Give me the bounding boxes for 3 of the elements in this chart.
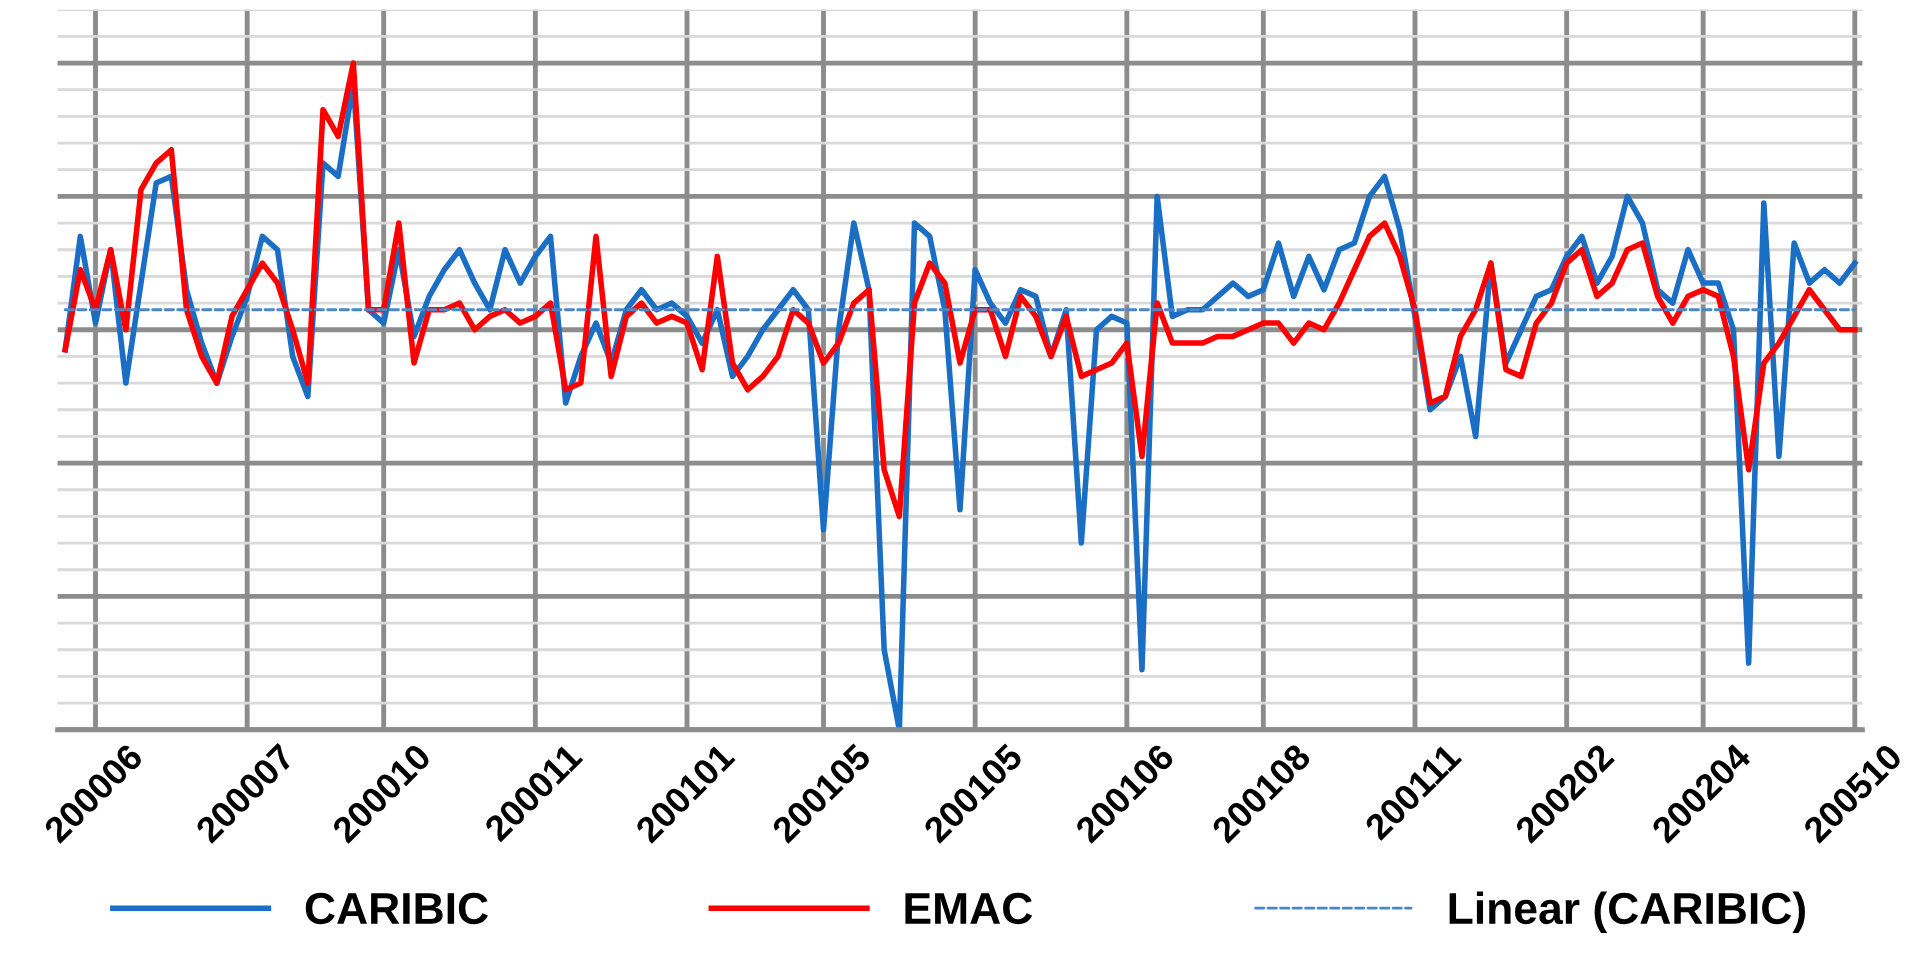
legend-label: EMAC	[905, 892, 1033, 925]
legend-label: Linear (CARIBIC)	[1449, 891, 1805, 933]
legend-label: CARIBIC	[305, 892, 488, 925]
